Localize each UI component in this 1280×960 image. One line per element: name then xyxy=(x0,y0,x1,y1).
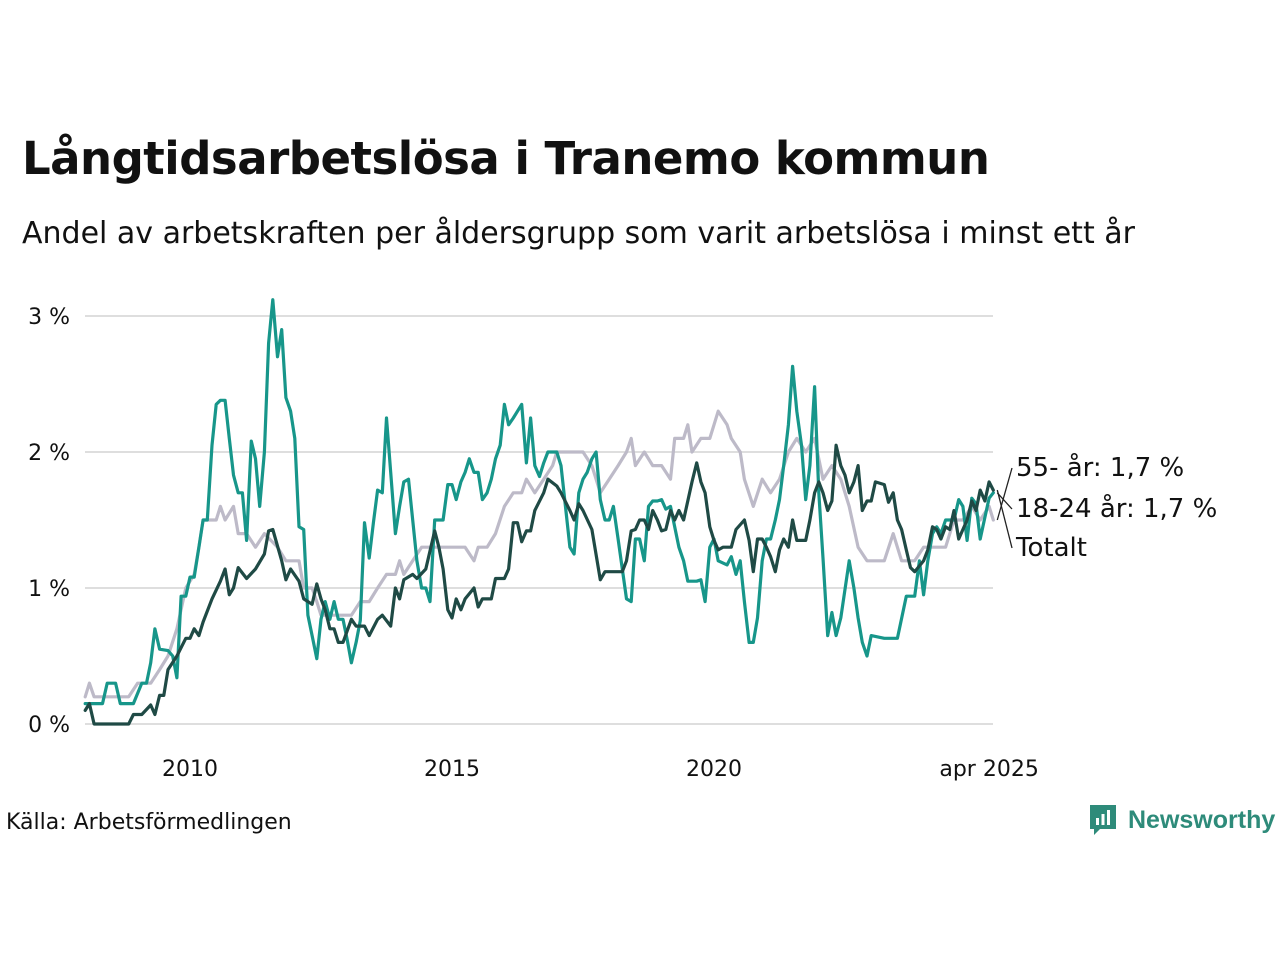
x-tick-label: 2010 xyxy=(162,757,218,782)
series-lines xyxy=(83,298,995,726)
series-line-55 xyxy=(83,409,995,699)
end-labels: 55- år: 1,7 % 18-24 år: 1,7 % Totalt xyxy=(996,452,1217,563)
y-tick-label: 0 % xyxy=(28,713,70,738)
series-line-18-24 xyxy=(83,298,995,706)
y-tick-label: 3 % xyxy=(28,305,70,330)
end-label: Totalt xyxy=(1015,533,1087,563)
brand-name: Newsworthy xyxy=(1128,805,1276,834)
newsworthy-logo-icon xyxy=(1090,805,1116,835)
y-tick-label: 1 % xyxy=(28,577,70,602)
gridlines xyxy=(85,315,993,725)
end-label: 55- år: 1,7 % xyxy=(1016,452,1184,483)
x-tick-label: 2020 xyxy=(686,757,742,782)
x-tick-label: apr 2025 xyxy=(939,757,1038,782)
x-tick-label: 2015 xyxy=(424,757,480,782)
y-axis-ticks: 0 % 1 % 2 % 3 % xyxy=(28,305,70,738)
end-label: 18-24 år: 1,7 % xyxy=(1016,493,1217,524)
end-label-connector xyxy=(996,489,1013,549)
brand-logo[interactable]: Newsworthy xyxy=(1088,803,1275,837)
y-tick-label: 2 % xyxy=(28,441,70,466)
source-credit: Källa: Arbetsförmedlingen xyxy=(6,810,292,835)
chart-title: Långtidsarbetslösa i Tranemo kommun xyxy=(22,132,990,185)
chart-subtitle: Andel av arbetskraften per åldersgrupp s… xyxy=(22,216,1135,251)
end-label-connector xyxy=(996,492,1013,510)
x-axis-ticks: 2010 2015 2020 apr 2025 xyxy=(162,757,1039,782)
end-label-connector xyxy=(996,467,1013,521)
series-line-Totalt xyxy=(83,443,995,726)
